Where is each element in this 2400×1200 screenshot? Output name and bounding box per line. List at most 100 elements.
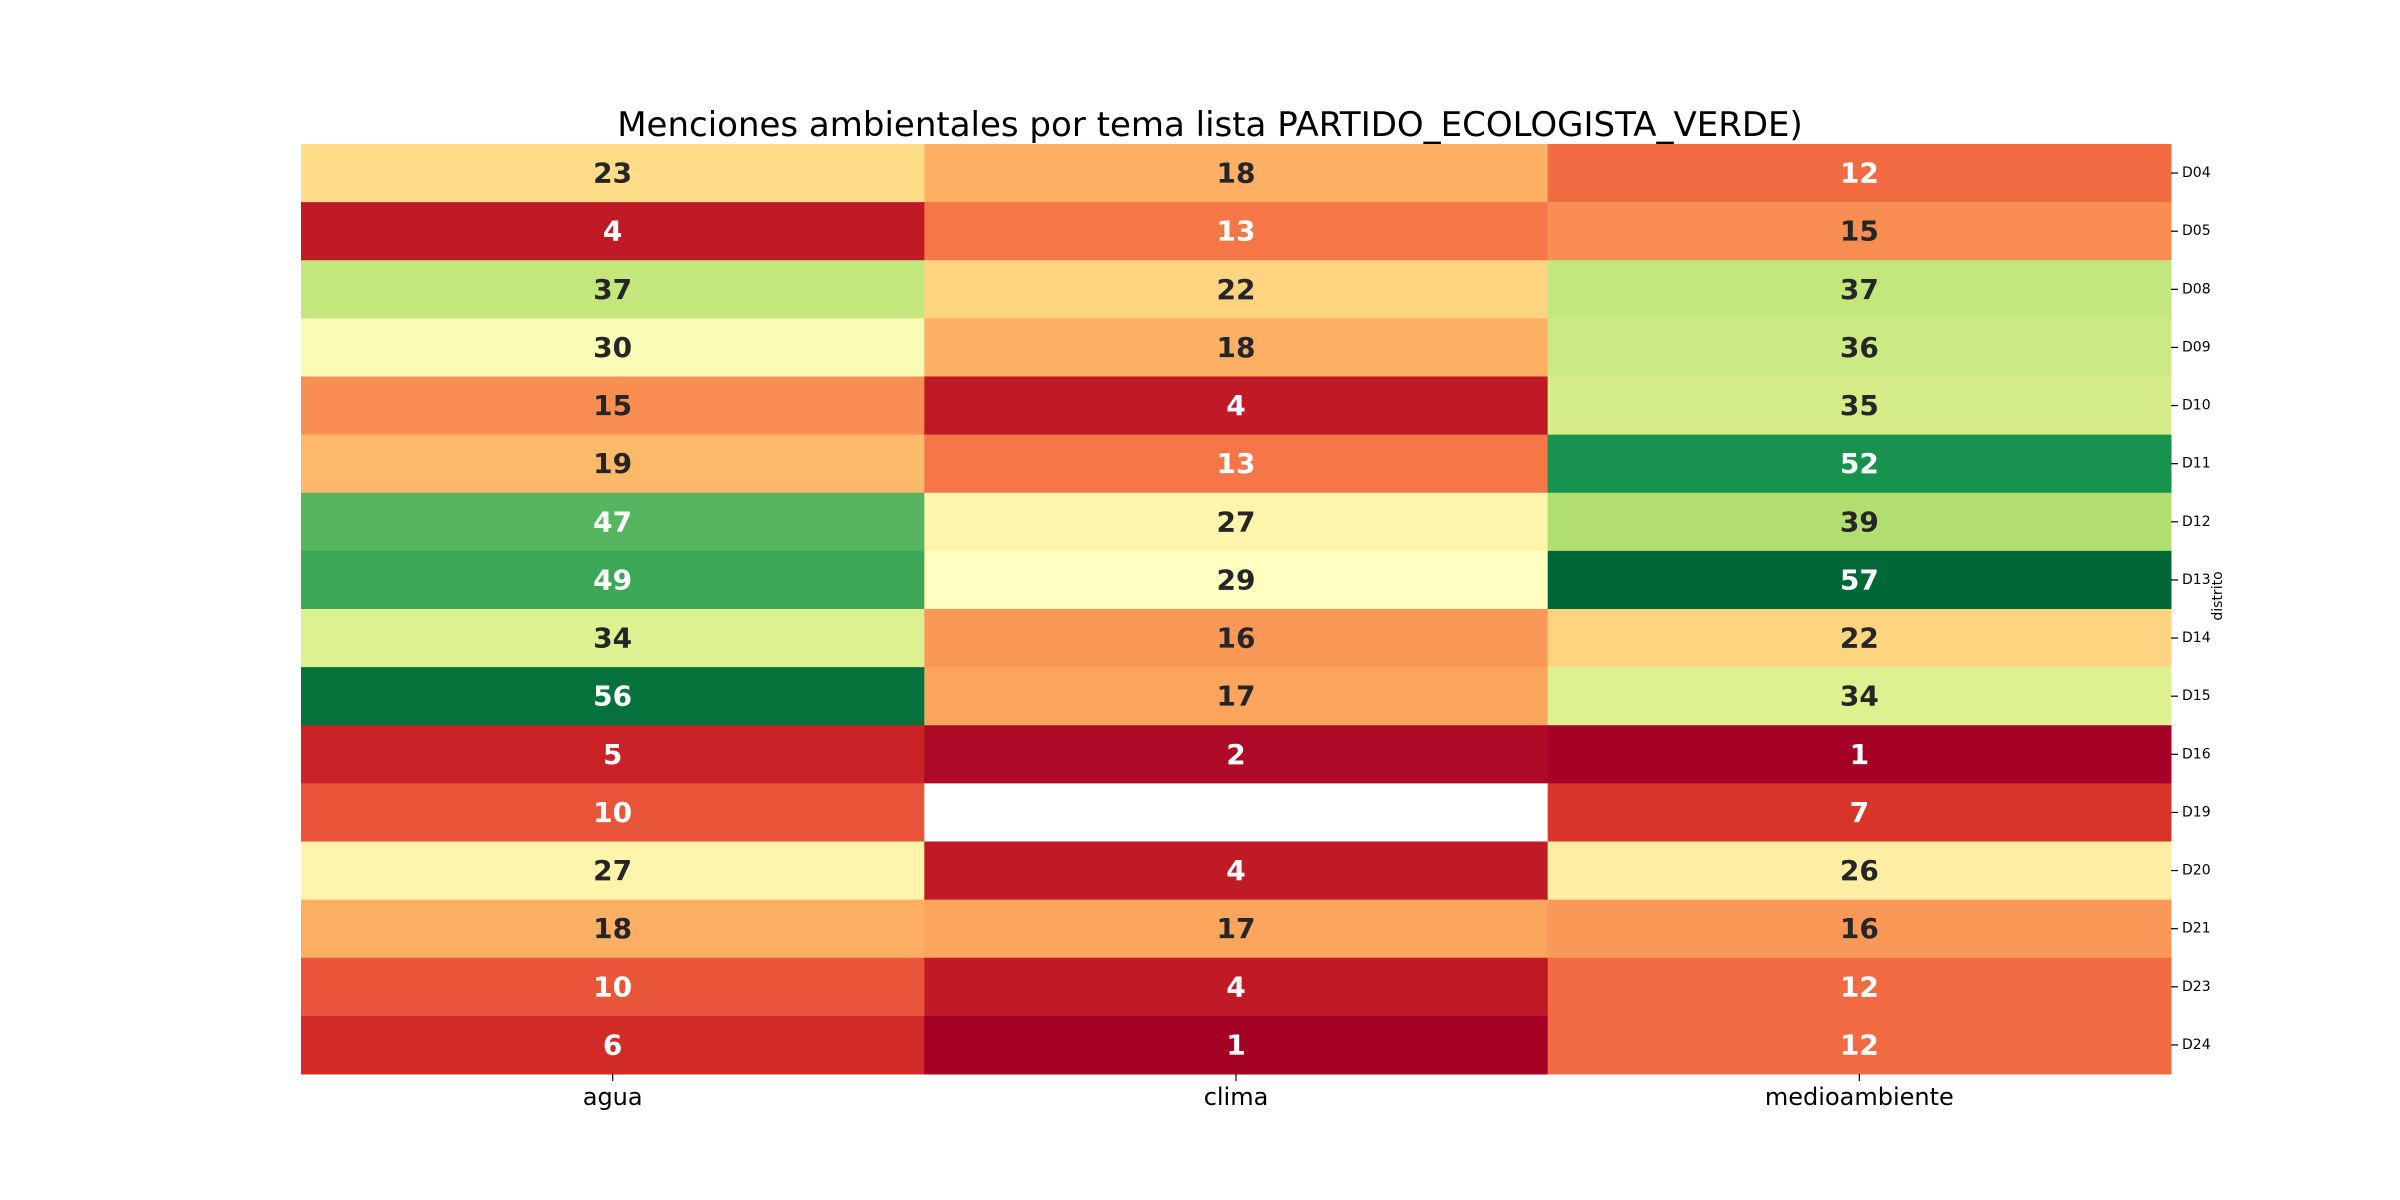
heatmap-cell xyxy=(924,899,1549,959)
cell-value-label: 36 xyxy=(1840,331,1879,364)
y-tick-label: D21 xyxy=(2182,921,2211,937)
cell-value-label: 47 xyxy=(593,505,632,538)
heatmap-cell xyxy=(301,144,925,203)
cell-value-label: 22 xyxy=(1217,273,1256,306)
heatmap-cell xyxy=(924,492,1549,552)
y-tick-label: D13 xyxy=(2182,572,2211,588)
cell-value-label: 18 xyxy=(1217,157,1256,190)
heatmap-cell xyxy=(301,202,925,261)
heatmap-cell xyxy=(301,260,925,319)
cell-value-label: 56 xyxy=(593,680,632,713)
heatmap-cell xyxy=(301,783,925,842)
heatmap-cell xyxy=(1547,841,2172,901)
heatmap-cell xyxy=(924,957,1549,1017)
cell-value-label: 27 xyxy=(1217,505,1256,538)
x-tick-label: agua xyxy=(583,1083,643,1111)
cell-value-label: 4 xyxy=(1226,854,1245,887)
heatmap-cell xyxy=(1547,550,2172,610)
y-axis-label: distrito xyxy=(2210,571,2226,620)
x-tick-label: clima xyxy=(1204,1083,1269,1111)
cell-value-label: 37 xyxy=(593,273,632,306)
cell-value-label: 49 xyxy=(593,563,632,596)
heatmap-cell xyxy=(924,1015,1549,1075)
heatmap-cell xyxy=(1547,899,2172,959)
heatmap-cell xyxy=(1547,492,2172,552)
heatmap-cell xyxy=(1547,725,2172,784)
heatmap-cell xyxy=(924,841,1549,901)
heatmap-cell xyxy=(924,725,1549,784)
y-tick-label: D04 xyxy=(2182,165,2211,181)
cell-value-label: 13 xyxy=(1217,447,1256,480)
cell-value-label: 4 xyxy=(1226,970,1245,1003)
cell-value-label: 13 xyxy=(1217,215,1256,248)
cell-value-label: 1 xyxy=(1850,738,1869,771)
y-tick-label: D11 xyxy=(2182,456,2211,472)
heatmap-cell xyxy=(924,202,1549,261)
y-axis: D04 D05 D08 D09 D10 D11 D12 D13 D14 D15 D16 D19 D20 D… xyxy=(2171,165,2211,1053)
cell-value-label: 39 xyxy=(1840,505,1879,538)
cell-value-label: 52 xyxy=(1840,447,1879,480)
y-tick-label: D24 xyxy=(2182,1037,2211,1053)
heatmap-cell xyxy=(301,550,925,610)
cell-value-label: 15 xyxy=(1840,215,1879,248)
heatmap-cell xyxy=(301,899,925,959)
cell-value-label: 15 xyxy=(593,389,632,422)
cell-value-label: 29 xyxy=(1217,563,1256,596)
heatmap-cell xyxy=(1547,667,2172,726)
heatmap-cell xyxy=(1547,957,2172,1017)
heatmap-cell xyxy=(1547,144,2172,203)
heatmap-cell xyxy=(1547,202,2172,261)
x-axis: agua clima medioambiente xyxy=(583,1074,1954,1111)
cell-value-label: 34 xyxy=(1840,680,1879,713)
cell-value-label: 30 xyxy=(593,331,632,364)
x-tick-label: medioambiente xyxy=(1765,1083,1954,1111)
heatmap-cell xyxy=(301,492,925,552)
cell-value-label: 57 xyxy=(1840,563,1879,596)
cell-value-label: 12 xyxy=(1840,970,1879,1003)
cell-value-label: 26 xyxy=(1840,854,1879,887)
cell-value-label: 37 xyxy=(1840,273,1879,306)
cell-value-label: 18 xyxy=(1217,331,1256,364)
y-tick-label: D14 xyxy=(2182,630,2211,646)
cell-value-label: 17 xyxy=(1217,680,1256,713)
cell-value-label: 12 xyxy=(1840,157,1879,190)
heatmap-cell xyxy=(924,550,1549,610)
cell-value-label: 35 xyxy=(1840,389,1879,422)
heatmap-cell xyxy=(301,1015,925,1075)
cell-value-label: 4 xyxy=(603,215,622,248)
heatmap-cell xyxy=(924,434,1549,494)
cell-value-label: 10 xyxy=(593,796,632,829)
cell-value-label: 12 xyxy=(1840,1028,1879,1061)
heatmap-cell xyxy=(301,609,925,668)
cell-value-label: 17 xyxy=(1217,912,1256,945)
cell-value-label: 27 xyxy=(593,854,632,887)
cell-value-label: 10 xyxy=(593,970,632,1003)
cell-value-label: 19 xyxy=(593,447,632,480)
heatmap-cell xyxy=(924,260,1549,319)
heatmap-cell xyxy=(301,318,925,377)
y-tick-label: D15 xyxy=(2182,688,2211,704)
cell-value-label: 5 xyxy=(603,738,622,771)
y-tick-label: D10 xyxy=(2182,398,2211,414)
y-tick-label: D12 xyxy=(2182,514,2211,530)
heatmap-cell xyxy=(1547,434,2172,494)
heatmap-cell xyxy=(924,609,1549,668)
heatmap-cell xyxy=(924,144,1549,203)
heatmap-cell xyxy=(924,783,1549,842)
y-tick-label: D20 xyxy=(2182,863,2211,879)
heatmap-cell xyxy=(301,841,925,901)
cell-value-label: 16 xyxy=(1217,622,1256,655)
cell-value-label: 34 xyxy=(593,622,632,655)
y-tick-label: D09 xyxy=(2182,339,2211,355)
y-tick-label: D16 xyxy=(2182,746,2211,762)
cell-value-label: 23 xyxy=(593,157,632,190)
heatmap-cell xyxy=(1547,783,2172,842)
chart-title: Menciones ambientales por tema lista PAR… xyxy=(617,105,1803,145)
heatmap-cell xyxy=(301,957,925,1017)
heatmap-cell xyxy=(924,318,1549,377)
cell-value-label: 4 xyxy=(1226,389,1245,422)
cell-value-label: 1 xyxy=(1226,1028,1245,1061)
heatmap-cell xyxy=(301,725,925,784)
